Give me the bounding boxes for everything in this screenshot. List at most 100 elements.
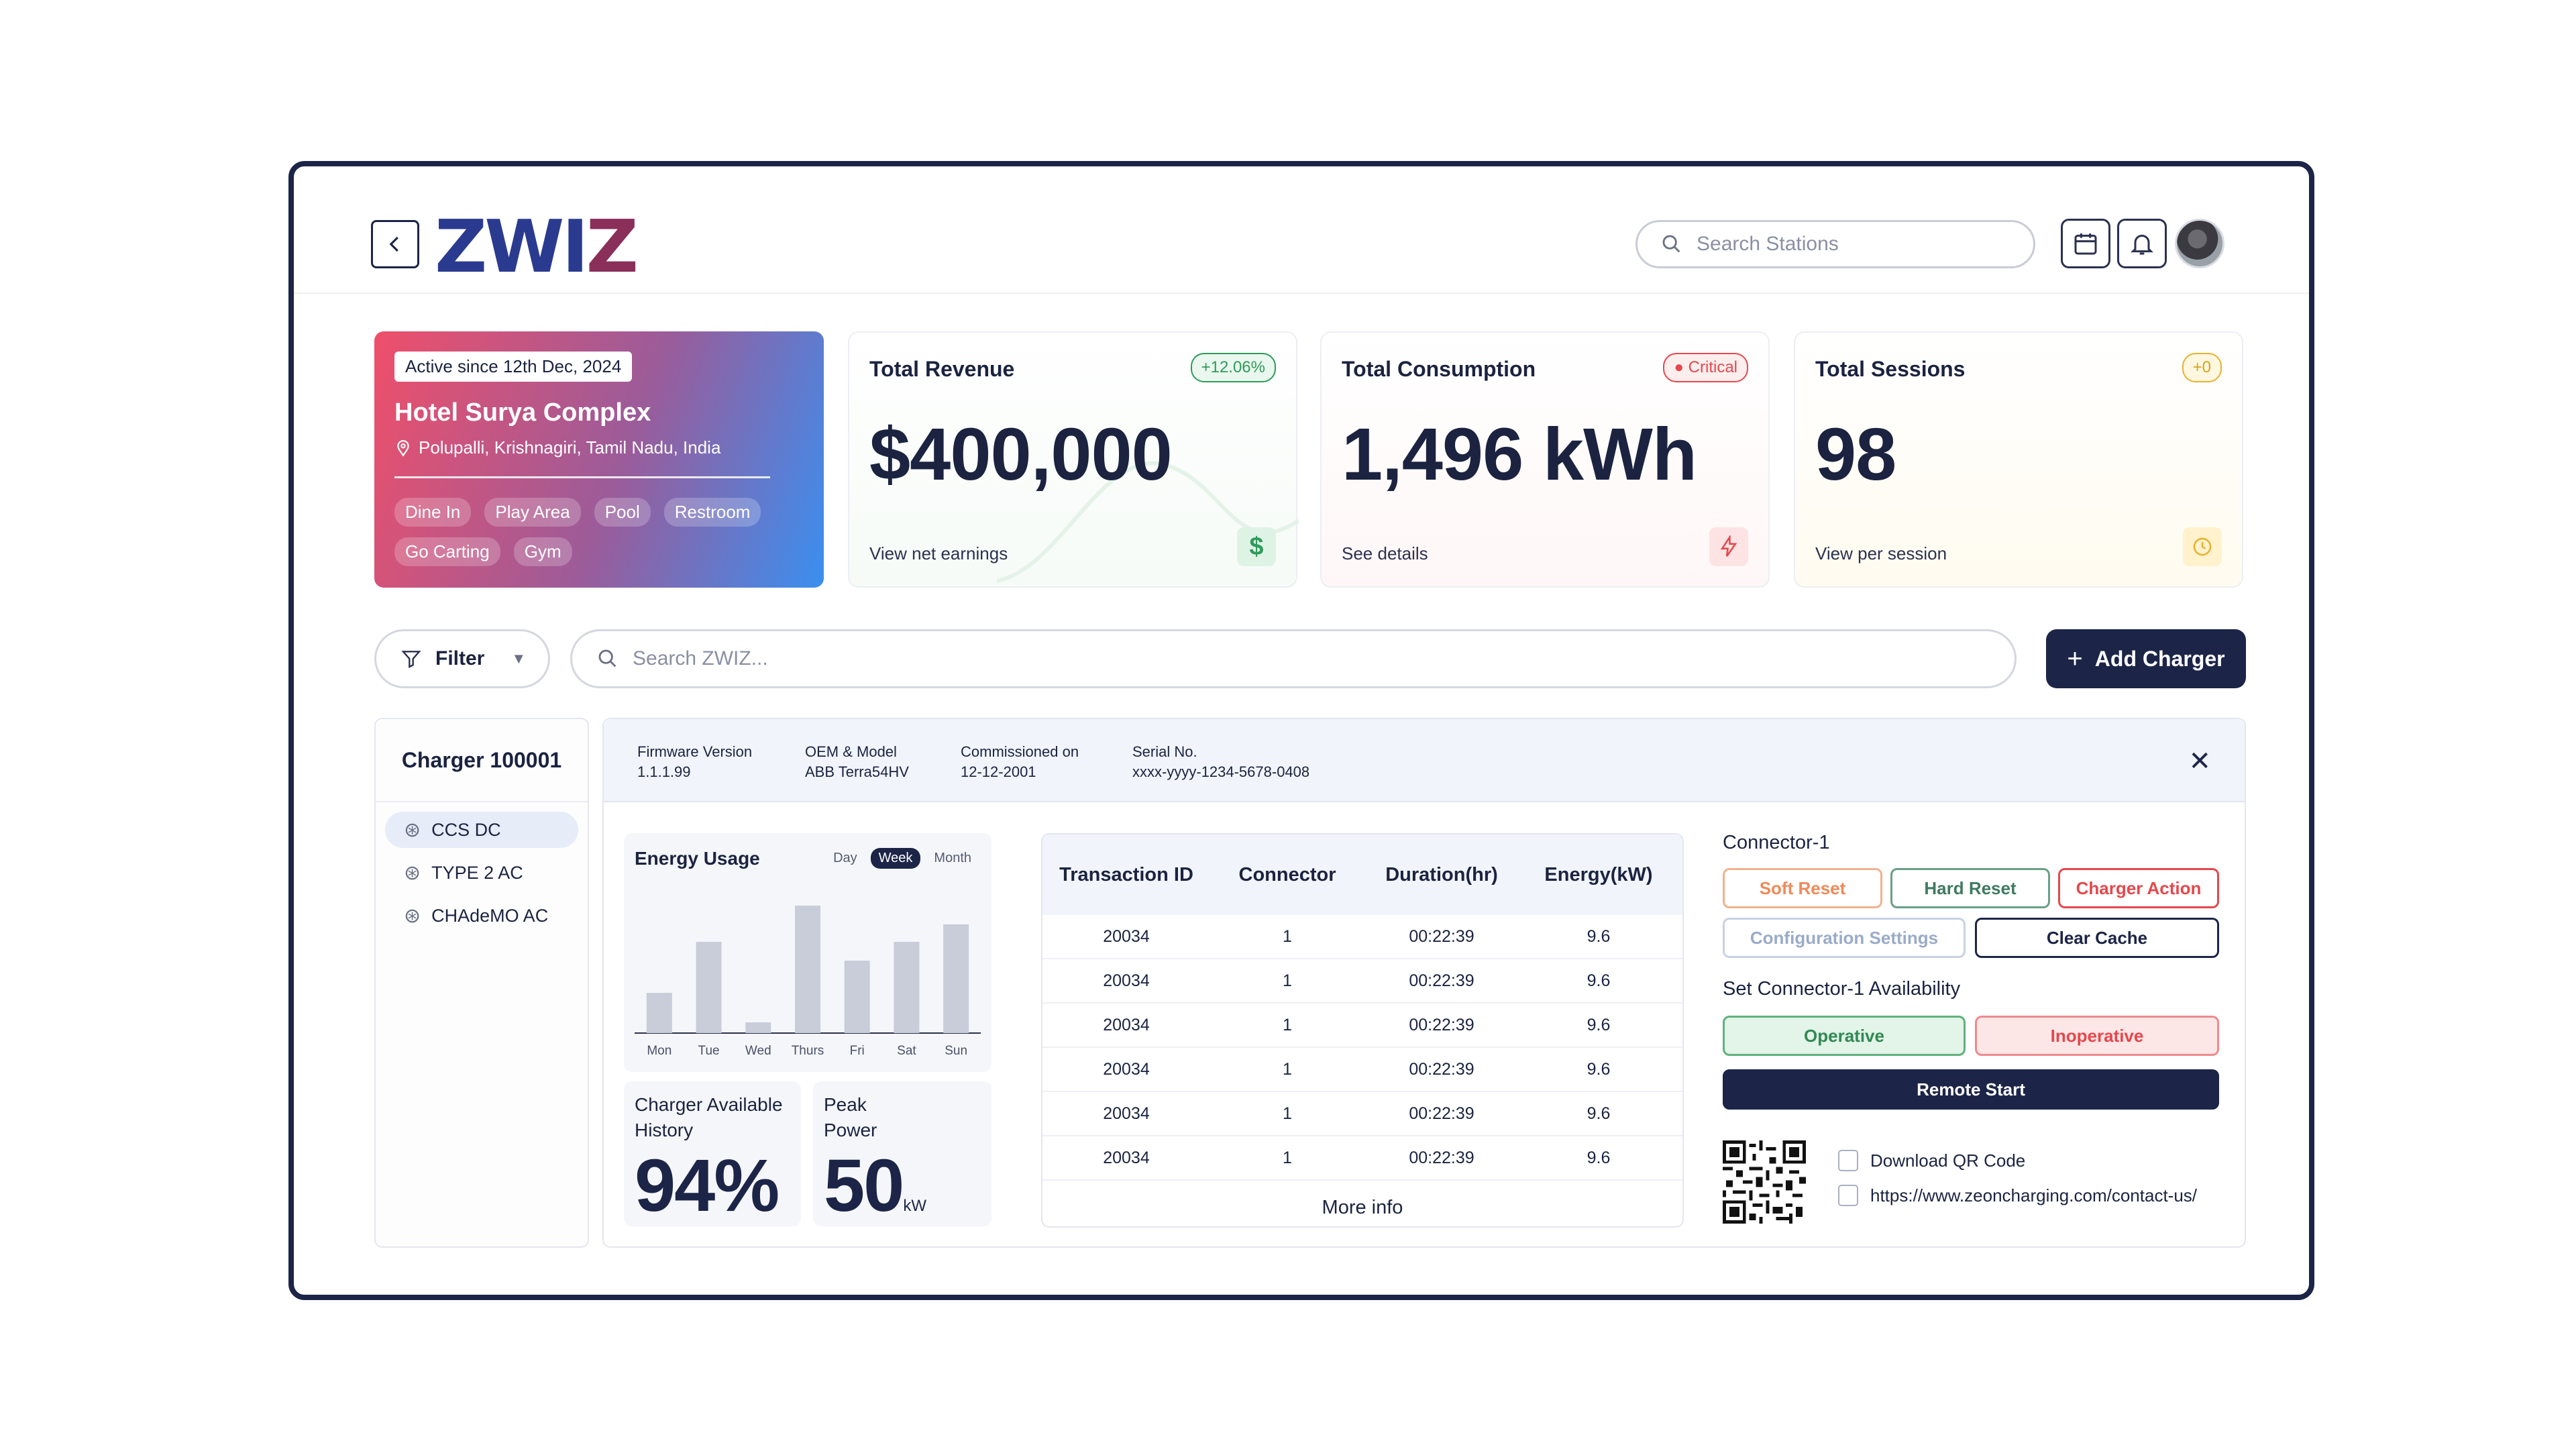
station-search-input[interactable]: Search Stations: [1635, 220, 2035, 268]
revenue-value: $400,000: [869, 413, 1173, 496]
energy-bar-mon[interactable]: [646, 993, 672, 1033]
consumption-value: 1,496 kWh: [1342, 413, 1697, 496]
charger-info-bar: Firmware Version 1.1.1.99 OEM & Model ABB …: [604, 719, 2245, 802]
cell: 9.6: [1587, 1148, 1611, 1167]
amenity-tag: Dine In: [394, 498, 472, 527]
back-button[interactable]: [371, 220, 419, 268]
operative-button[interactable]: Operative: [1723, 1016, 1966, 1056]
charger-action-button[interactable]: Charger Action: [2058, 868, 2219, 908]
energy-bar-fri[interactable]: [844, 961, 870, 1033]
zwiz-search-input[interactable]: Search ZWIZ...: [570, 629, 2017, 688]
search-icon: [1662, 235, 1680, 253]
energy-bar-thurs[interactable]: [795, 906, 820, 1033]
user-avatar[interactable]: [2175, 219, 2224, 268]
peak-power-unit: kW: [903, 1197, 927, 1215]
col-energy[interactable]: Energy(kW): [1544, 863, 1653, 885]
table-row[interactable]: 20034 1 00:22:39 9.6: [1042, 915, 1682, 959]
range-week[interactable]: Week: [870, 848, 921, 869]
energy-bar-sat[interactable]: [894, 942, 920, 1033]
peak-power-number: 50: [824, 1144, 904, 1227]
connector-chademo-ac[interactable]: ⊛ CHAdeMO AC: [385, 898, 578, 934]
availability-label: Charger Available History: [635, 1094, 783, 1140]
serial-value: xxxx-yyyy-1234-5678-0408: [1132, 763, 1310, 780]
connector-type2-ac[interactable]: ⊛ TYPE 2 AC: [385, 855, 578, 891]
calendar-icon: [2074, 233, 2097, 255]
notification-button[interactable]: [2117, 219, 2167, 268]
zwiz-search-placeholder: Search ZWIZ...: [633, 647, 768, 669]
connector-ccs-dc[interactable]: ⊛ CCS DC: [385, 812, 578, 848]
filter-button[interactable]: Filter ▼: [374, 629, 550, 688]
commissioned-field: Commissioned on 12-12-2001: [961, 742, 1079, 782]
inoperative-button[interactable]: Inoperative: [1975, 1016, 2219, 1056]
charger-list-panel: Charger 100001 ⊛ CCS DC ⊛ TYPE 2 AC ⊛ CH…: [374, 718, 589, 1248]
energy-bar-wed[interactable]: [745, 1022, 771, 1033]
col-duration[interactable]: Duration(hr): [1385, 863, 1498, 885]
remote-start-button[interactable]: Remote Start: [1723, 1069, 2219, 1110]
view-per-session-link[interactable]: View per session: [1815, 543, 1947, 564]
sessions-value: 98: [1815, 413, 1896, 496]
energy-bar-sun[interactable]: [943, 924, 969, 1033]
soft-reset-button[interactable]: Soft Reset: [1723, 868, 1882, 908]
availability-section-title: Set Connector-1 Availability: [1723, 978, 1961, 1000]
charger-name[interactable]: Charger 100001: [376, 719, 588, 802]
cell: 00:22:39: [1409, 971, 1474, 990]
peak-power-value: 50kW: [824, 1143, 926, 1228]
table-row[interactable]: 20034 1 00:22:39 9.6: [1042, 1004, 1682, 1048]
range-month[interactable]: Month: [934, 851, 971, 865]
location-pin-icon: [397, 439, 409, 457]
energy-usage-card: Energy Usage Day Week Month Mon Tue Wed Thu…: [624, 833, 991, 1072]
calendar-button[interactable]: [2061, 219, 2110, 268]
availability-card: Charger Available History 94%: [624, 1081, 801, 1227]
cell: 00:22:39: [1409, 1015, 1474, 1034]
table-row[interactable]: 20034 1 00:22:39 9.6: [1042, 959, 1682, 1004]
view-net-earnings-link[interactable]: View net earnings: [869, 543, 1008, 564]
firmware-label: Firmware Version: [637, 743, 753, 760]
critical-badge-text: Critical: [1688, 358, 1737, 376]
more-info-link[interactable]: More info: [1322, 1197, 1403, 1218]
see-details-link[interactable]: See details: [1342, 543, 1428, 564]
connector-plug-icon: ⊛: [404, 861, 421, 884]
x-tick-label: Tue: [698, 1044, 720, 1058]
cell: 1: [1283, 1015, 1292, 1034]
connector-label: CHAdeMO AC: [431, 905, 549, 926]
bell-icon: [2131, 234, 2153, 255]
clear-cache-button[interactable]: Clear Cache: [1975, 918, 2219, 958]
consumption-card[interactable]: Total Consumption ● Critical 1,496 kWh S…: [1320, 331, 1770, 588]
cell: 1: [1283, 1059, 1292, 1079]
sessions-card[interactable]: Total Sessions +0 98 View per session: [1794, 331, 2243, 588]
configuration-settings-button[interactable]: Configuration Settings: [1723, 918, 1966, 958]
revenue-card[interactable]: Total Revenue +12.06% $400,000 View net …: [848, 331, 1299, 588]
oem-field: OEM & Model ABB Terra54HV: [805, 742, 909, 782]
firmware-value: 1.1.1.99: [637, 763, 691, 780]
station-location: Polupalli, Krishnagiri, Tamil Nadu, Indi…: [394, 437, 720, 458]
energy-bar-tue[interactable]: [696, 942, 722, 1033]
energy-bar-chart: Mon Tue Wed Thurs Fri Sat Sun: [635, 906, 981, 1058]
range-day[interactable]: Day: [833, 851, 857, 865]
top-header: ZWIZ Search Stations: [294, 166, 2309, 294]
chevron-down-icon: ▼: [511, 650, 527, 667]
hard-reset-button[interactable]: Hard Reset: [1890, 868, 2050, 908]
critical-badge: ● Critical: [1663, 353, 1748, 382]
contact-url-link[interactable]: https://www.zeoncharging.com/contact-us/: [1838, 1185, 2197, 1206]
sessions-badge: +0: [2182, 353, 2222, 382]
table-row[interactable]: 20034 1 00:22:39 9.6: [1042, 1136, 1682, 1181]
download-qr-link[interactable]: Download QR Code: [1838, 1150, 2025, 1171]
add-charger-button[interactable]: + Add Charger: [2046, 629, 2246, 688]
cell: 00:22:39: [1409, 1148, 1474, 1167]
transactions-table: Transaction ID Connector Duration(hr) En…: [1041, 833, 1684, 1228]
zwiz-logo[interactable]: ZWIZ: [435, 205, 639, 289]
commissioned-value: 12-12-2001: [961, 763, 1036, 780]
col-connector[interactable]: Connector: [1238, 863, 1336, 885]
commissioned-label: Commissioned on: [961, 743, 1079, 760]
cell: 9.6: [1587, 971, 1611, 990]
firmware-field: Firmware Version 1.1.1.99: [637, 742, 752, 782]
search-icon: [598, 649, 616, 667]
table-row[interactable]: 20034 1 00:22:39 9.6: [1042, 1092, 1682, 1136]
revenue-title: Total Revenue: [869, 357, 1015, 381]
connector-plug-icon: ⊛: [404, 904, 421, 927]
col-transaction-id[interactable]: Transaction ID: [1059, 863, 1193, 885]
table-row[interactable]: 20034 1 00:22:39 9.6: [1042, 1048, 1682, 1092]
close-icon[interactable]: ✕: [2188, 747, 2211, 776]
filter-icon: [401, 651, 421, 668]
peak-power-label: Peak Power: [824, 1094, 877, 1140]
